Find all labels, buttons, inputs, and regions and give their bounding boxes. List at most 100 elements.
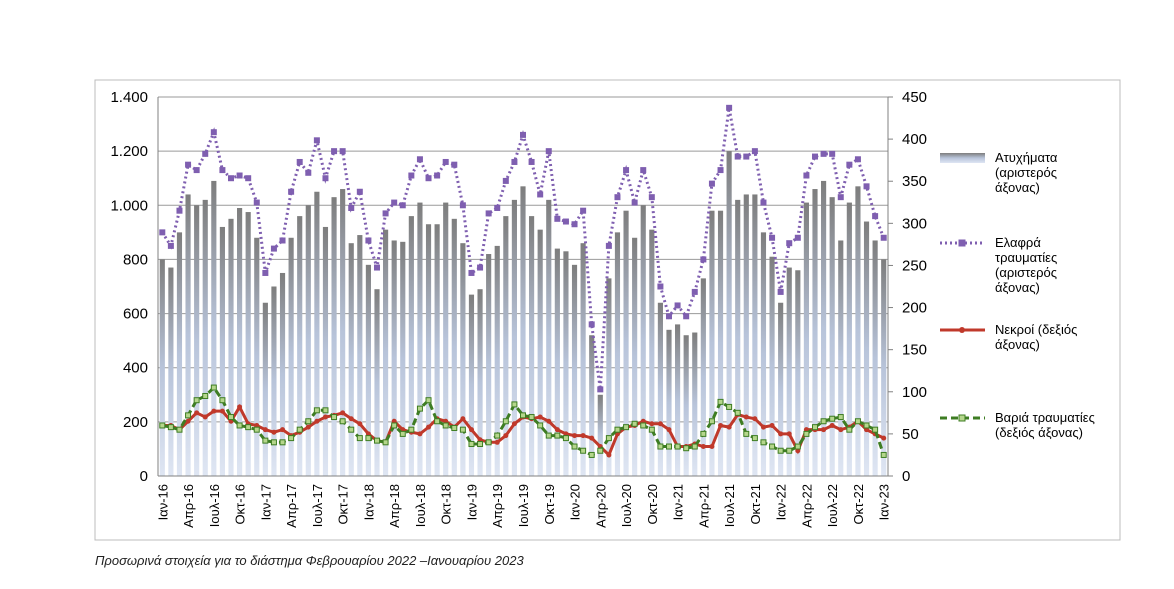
- point: [562, 435, 569, 442]
- point: [537, 191, 544, 198]
- bar: [408, 216, 414, 476]
- point: [528, 158, 535, 165]
- point: [305, 418, 312, 425]
- point: [708, 180, 715, 187]
- point: [709, 444, 715, 450]
- bar: [279, 272, 286, 476]
- point: [846, 161, 853, 168]
- bar: [340, 189, 346, 477]
- point: [683, 313, 690, 320]
- bar: [640, 205, 646, 477]
- point: [442, 422, 449, 429]
- chart-frame: [94, 79, 1121, 541]
- bar: [383, 229, 389, 476]
- point: [657, 283, 664, 290]
- point: [442, 158, 449, 165]
- point: [485, 439, 492, 446]
- bar: [494, 245, 500, 476]
- bar: [434, 224, 440, 476]
- point: [322, 175, 329, 182]
- bar: [546, 199, 552, 476]
- point: [211, 408, 217, 414]
- point: [460, 416, 466, 422]
- bar: [202, 199, 208, 476]
- point: [331, 148, 338, 155]
- point: [253, 199, 260, 206]
- bar: [262, 302, 268, 476]
- bar: [554, 248, 560, 476]
- point: [863, 422, 870, 429]
- point: [365, 435, 372, 442]
- bar: [529, 216, 535, 476]
- bar: [838, 240, 844, 476]
- point: [237, 404, 243, 410]
- x-tick-label: Οκτ-19: [542, 484, 557, 525]
- x-tick-label: Απρ-16: [181, 484, 196, 528]
- x-tick-label: Ιουλ-18: [413, 484, 428, 527]
- point: [451, 424, 458, 431]
- point: [537, 414, 543, 420]
- bar: [623, 210, 629, 476]
- bar: [769, 256, 775, 476]
- point: [700, 444, 706, 450]
- point: [348, 416, 354, 422]
- bar: [863, 221, 870, 476]
- point: [477, 440, 484, 447]
- bar: [881, 259, 887, 476]
- point: [288, 188, 295, 195]
- point: [485, 210, 492, 217]
- point: [580, 447, 587, 454]
- x-tick-label: Ιουλ-20: [619, 484, 634, 527]
- point: [331, 414, 338, 421]
- point: [262, 437, 269, 444]
- point: [185, 412, 192, 419]
- point: [210, 129, 217, 136]
- x-tick-label: Ιουλ-19: [516, 484, 531, 527]
- bar: [322, 226, 329, 476]
- point: [391, 422, 398, 429]
- bar: [211, 180, 217, 476]
- point: [571, 221, 578, 228]
- point: [751, 435, 758, 442]
- point: [778, 431, 784, 437]
- point: [202, 414, 208, 420]
- bar: [417, 202, 423, 477]
- point: [691, 443, 698, 450]
- y-tick-label: 200: [123, 414, 148, 431]
- point: [219, 167, 226, 174]
- point: [253, 426, 260, 433]
- legend-marker: [958, 414, 966, 422]
- point: [425, 175, 432, 182]
- point: [726, 403, 733, 410]
- point: [262, 269, 269, 276]
- point: [322, 407, 329, 414]
- bar: [168, 267, 174, 476]
- bar: [357, 235, 363, 476]
- bar: [657, 302, 663, 476]
- point: [631, 199, 638, 206]
- point: [416, 156, 423, 163]
- point: [631, 420, 638, 427]
- bar: [821, 180, 827, 476]
- point: [296, 426, 303, 433]
- point: [391, 199, 398, 206]
- bar: [314, 191, 320, 476]
- point: [339, 418, 346, 425]
- bar: [872, 240, 878, 476]
- x-tick-label: Ιαν-19: [464, 484, 479, 520]
- y-tick-label: 800: [123, 251, 148, 268]
- point: [288, 435, 295, 442]
- point: [279, 439, 286, 446]
- bar: [692, 332, 698, 476]
- point: [743, 414, 749, 420]
- bar: [468, 294, 475, 476]
- point: [193, 397, 200, 404]
- point: [271, 429, 277, 435]
- point: [305, 424, 311, 430]
- point: [202, 150, 209, 157]
- point: [829, 150, 836, 157]
- bar: [391, 240, 397, 476]
- point: [838, 427, 844, 433]
- point: [434, 418, 441, 425]
- y-tick-label: 1.200: [110, 143, 148, 160]
